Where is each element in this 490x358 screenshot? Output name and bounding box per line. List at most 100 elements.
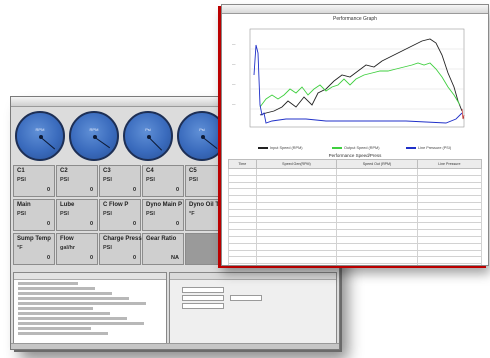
table-row[interactable] — [228, 222, 483, 231]
table-cell — [416, 208, 483, 217]
table-row[interactable] — [228, 181, 483, 190]
settings-field[interactable] — [182, 295, 224, 301]
table-cell — [416, 229, 483, 237]
table-cell — [255, 235, 338, 244]
table-cell — [336, 235, 418, 244]
log-line — [18, 312, 110, 315]
settings-field[interactable] — [182, 287, 224, 293]
svg-text:—: — — [232, 82, 236, 86]
tile-name: Dyno Main P — [146, 202, 183, 208]
series-line-pressure — [253, 44, 463, 124]
tile-name: Charge Press — [103, 236, 142, 242]
table-cell — [336, 242, 418, 251]
table-row[interactable] — [228, 263, 483, 265]
legend-swatch — [406, 147, 416, 149]
table-cell — [228, 215, 257, 224]
gauge-window-titlebar[interactable] — [11, 97, 339, 107]
table-cell — [336, 208, 418, 217]
log-panel-header — [14, 273, 166, 280]
table-row[interactable] — [228, 168, 483, 176]
gauge-dial: Psi — [123, 111, 173, 161]
gauge-hub — [201, 135, 205, 139]
table-row[interactable] — [228, 215, 483, 224]
table-cell — [255, 195, 338, 203]
table-cell — [255, 249, 338, 258]
readout-tile: Sump Temp °F 0 — [13, 233, 55, 265]
settings-field[interactable] — [230, 295, 262, 301]
tile-value: 0 — [132, 255, 136, 261]
table-cell — [228, 188, 257, 197]
table-row[interactable] — [228, 195, 483, 203]
table-cell — [228, 242, 257, 251]
table-cell — [336, 195, 418, 203]
legend-swatch — [258, 147, 268, 149]
table-cell — [228, 208, 257, 217]
log-line — [18, 322, 144, 325]
col-line-pressure[interactable]: Line Pressure — [416, 159, 483, 169]
gauge-hub — [93, 135, 97, 139]
svg-text:—: — — [232, 42, 236, 46]
readout-tile: C4 PSI 0 — [142, 165, 184, 197]
table-cell — [416, 168, 483, 176]
table-row[interactable] — [228, 201, 483, 210]
tile-name: Lube — [60, 202, 75, 208]
gauge-needle — [148, 137, 163, 151]
table-row[interactable] — [228, 242, 483, 251]
col-speed-out[interactable]: Speed Out (RPM) — [336, 159, 418, 169]
table-row[interactable] — [228, 249, 483, 258]
performance-window-titlebar[interactable] — [222, 5, 488, 14]
table-cell — [228, 195, 257, 203]
table-cell — [336, 256, 418, 265]
readout-tile: Main PSI 0 — [13, 199, 55, 231]
tile-unit: °F — [17, 245, 23, 251]
gauge-needle — [202, 137, 218, 149]
table-row[interactable] — [228, 188, 483, 197]
table-row[interactable] — [228, 208, 483, 217]
graph-title: Performance Graph — [333, 16, 377, 22]
event-log-panel[interactable] — [13, 272, 167, 348]
log-line — [18, 332, 108, 335]
table-row[interactable] — [228, 256, 483, 265]
settings-panel[interactable] — [169, 272, 337, 348]
table-cell — [416, 242, 483, 251]
tile-value: 0 — [175, 187, 179, 193]
tile-name: C4 — [146, 168, 154, 174]
table-cell — [228, 229, 257, 237]
table-cell — [336, 188, 418, 197]
table-cell — [255, 188, 338, 197]
col-time[interactable]: Time — [228, 159, 257, 169]
tile-name: C1 — [17, 168, 25, 174]
table-cell — [416, 174, 483, 183]
readout-tile: C3 PSI 0 — [99, 165, 141, 197]
tile-value: 0 — [175, 221, 179, 227]
table-row[interactable] — [228, 229, 483, 237]
tile-value: 0 — [46, 187, 50, 193]
log-line — [18, 307, 93, 310]
svg-text:—: — — [232, 62, 236, 66]
table-row[interactable] — [228, 235, 483, 244]
legend-input-speed: Input Speed (RPM) — [258, 146, 303, 150]
readout-tile: Gear Ratio NA — [142, 233, 184, 265]
table-cell — [228, 168, 257, 176]
performance-table[interactable]: Time Speed Gen(RPM) Speed Out (RPM) Line… — [228, 159, 483, 265]
gridlines — [250, 48, 464, 110]
series-input-speed — [259, 38, 463, 116]
table-cell — [255, 263, 338, 265]
tile-name: C Flow P — [103, 202, 129, 208]
table-cell — [416, 188, 483, 197]
table-cell — [416, 235, 483, 244]
table-cell — [255, 168, 338, 176]
settings-field[interactable] — [182, 303, 224, 309]
tile-unit: °F — [189, 211, 195, 217]
table-row[interactable] — [228, 174, 483, 183]
table-cell — [228, 181, 257, 190]
performance-graph: Performance Graph — — — — Input Speed (RPM) — [226, 15, 484, 150]
accent-strip — [226, 264, 336, 268]
gauge-hub — [39, 135, 43, 139]
table-cell — [336, 222, 418, 231]
tile-unit: PSI — [17, 177, 26, 183]
table-cell — [228, 249, 257, 258]
col-speed-gen[interactable]: Speed Gen(RPM) — [255, 159, 338, 169]
table-cell — [336, 263, 418, 265]
tile-name: Main — [17, 202, 31, 208]
